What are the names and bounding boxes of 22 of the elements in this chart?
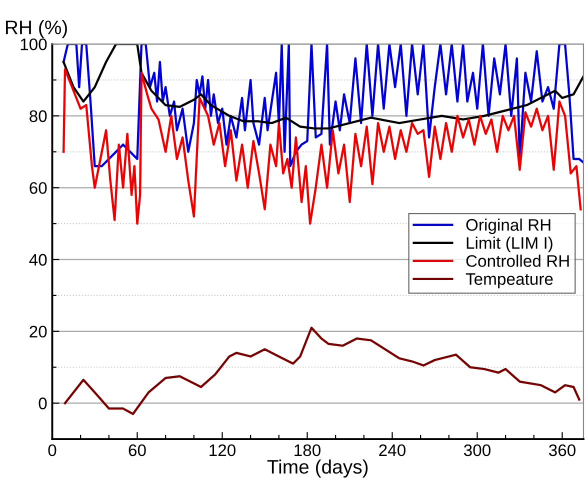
- y-tick-label: 40: [29, 254, 47, 266]
- y-axis-title: RH (%): [6, 20, 67, 38]
- y-tick-label: 80: [30, 110, 47, 122]
- x-tick-label: 0: [48, 444, 56, 456]
- legend-label: Original RH: [466, 218, 550, 234]
- legend-label: Controlled RH: [466, 254, 569, 267]
- line-series: [62, 44, 584, 168]
- x-tick-label: 240: [379, 444, 406, 456]
- legend-label: Limit (LIM I): [466, 236, 552, 252]
- y-tick-label: 20: [30, 326, 47, 338]
- x-axis-title: Time (days): [267, 459, 368, 478]
- x-tick-label: 60: [128, 444, 146, 456]
- y-tick-label: 0: [38, 398, 47, 410]
- x-tick-label: 300: [464, 444, 490, 456]
- y-tick-label: 60: [30, 182, 47, 194]
- y-tick-label: 100: [20, 38, 47, 50]
- legend-label: Tempeature: [466, 273, 553, 288]
- x-tick-label: 360: [548, 444, 576, 456]
- x-tick-label: 180: [294, 444, 320, 456]
- line-series: [64, 326, 580, 416]
- line-series: [62, 44, 584, 130]
- x-tick-label: 120: [210, 444, 236, 456]
